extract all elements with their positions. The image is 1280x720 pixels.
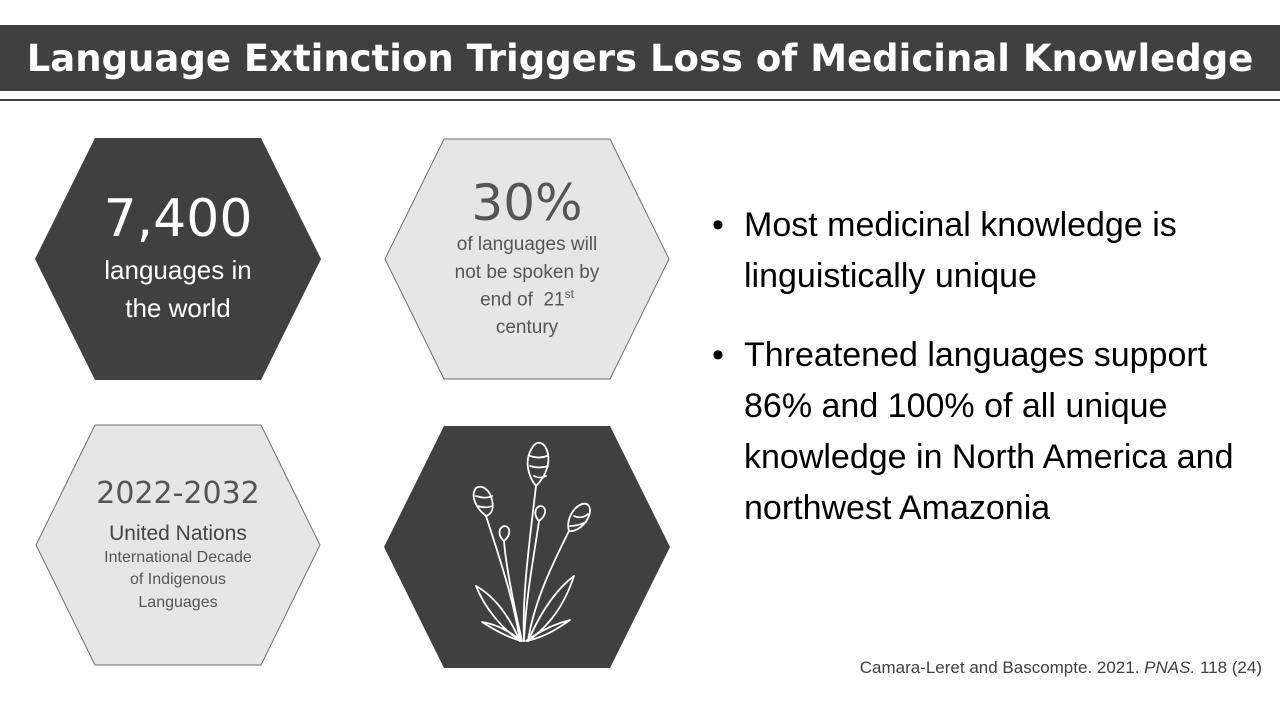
hexagon-light-shape bbox=[384, 138, 670, 380]
languages-line1: languages in bbox=[104, 254, 252, 285]
title-bar: Language Extinction Triggers Loss of Med… bbox=[0, 25, 1280, 91]
bullet-symbol: • bbox=[712, 206, 724, 244]
decade-line1: International Decade bbox=[104, 549, 252, 567]
decade-line2: of Indigenous bbox=[129, 571, 227, 589]
bullet-item-threatened: • Threatened languages support 86% and 1… bbox=[712, 330, 1272, 534]
bullet-symbol: • bbox=[712, 336, 724, 374]
title-divider bbox=[0, 99, 1280, 101]
languages-line2: the world bbox=[125, 292, 231, 323]
bullet-item-unique: • Most medicinal knowledge is linguistic… bbox=[712, 200, 1272, 302]
hexagon-light-shape bbox=[35, 424, 321, 666]
citation-journal: PNAS. bbox=[1144, 658, 1196, 677]
hex-languages-count: 7,400 languages in the world bbox=[35, 138, 321, 380]
extinction-line3: end of 21st bbox=[480, 286, 574, 314]
citation-authors: Camara-Leret and Bascompte. 2021. bbox=[859, 658, 1140, 677]
extinction-line1: of languages will bbox=[456, 234, 598, 256]
bullet-text: Threatened languages support 86% and 100… bbox=[744, 336, 1234, 527]
decade-line3: Languages bbox=[138, 593, 218, 611]
languages-number: 7,400 bbox=[103, 188, 253, 249]
extinction-line3-prefix: end of 21 bbox=[480, 289, 565, 311]
decade-org: United Nations bbox=[109, 521, 247, 545]
hexagon-dark-shape bbox=[35, 138, 321, 380]
plant-icon bbox=[472, 441, 591, 642]
hex-un-decade: 2022-2032 United Nations International D… bbox=[35, 424, 321, 666]
bullet-list: • Most medicinal knowledge is linguistic… bbox=[712, 200, 1272, 562]
slide-title: Language Extinction Triggers Loss of Med… bbox=[26, 36, 1254, 80]
citation-volume: 118 (24) bbox=[1199, 658, 1262, 677]
citation: Camara-Leret and Bascompte. 2021. PNAS. … bbox=[860, 658, 1262, 678]
extinction-percent: 30% bbox=[471, 174, 583, 233]
extinction-line3-sup: st bbox=[564, 287, 574, 302]
extinction-line4: century bbox=[495, 317, 559, 339]
decade-years: 2022-2032 bbox=[96, 475, 260, 511]
extinction-line2: not be spoken by bbox=[454, 261, 600, 283]
bullet-text: Most medicinal knowledge is linguistical… bbox=[744, 206, 1177, 295]
hex-plant bbox=[384, 426, 670, 668]
hexagon-dark-shape bbox=[384, 426, 670, 668]
hex-extinction-percent: 30% of languages will not be spoken by e… bbox=[384, 138, 670, 380]
